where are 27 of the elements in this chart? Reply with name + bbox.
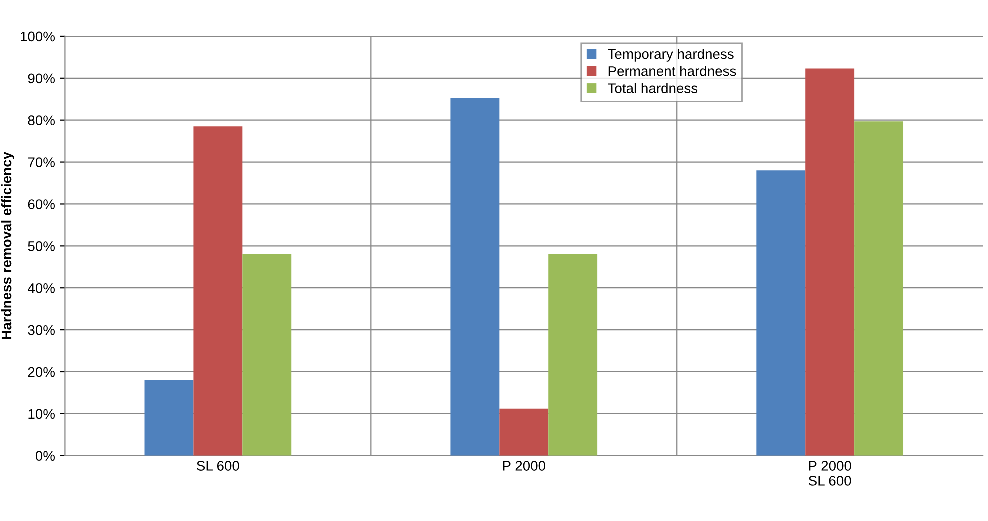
- x-tick-label: SL 600: [197, 461, 240, 471]
- y-tick-label: 80%: [28, 116, 55, 126]
- legend-label: Permanent hardness: [608, 66, 736, 76]
- bar: [806, 68, 855, 456]
- y-tick-label: 70%: [28, 158, 55, 168]
- legend-label: Temporary hardness: [608, 48, 734, 62]
- y-tick-label: 30%: [28, 325, 55, 336]
- y-tick-label: 40%: [28, 283, 55, 294]
- y-tick-label: 0%: [36, 451, 55, 462]
- bar: [548, 254, 598, 456]
- bar: [500, 408, 549, 456]
- y-tick-label: 100%: [21, 32, 55, 42]
- bar: [756, 170, 806, 456]
- bar: [144, 380, 194, 456]
- x-tick-label: P 2000 SL 600: [808, 461, 852, 486]
- y-axis-title: Hardness removal efficiency: [1, 152, 14, 340]
- bar: [450, 98, 500, 456]
- legend-label: Total hardness: [608, 83, 698, 94]
- y-tick-label: 20%: [28, 367, 55, 378]
- bar: [194, 126, 243, 456]
- x-tick-label: P 2000: [503, 461, 546, 471]
- bar: [854, 122, 904, 456]
- bar: [242, 254, 292, 456]
- y-tick-label: 90%: [28, 74, 55, 84]
- y-tick-label: 10%: [28, 409, 55, 420]
- y-tick-label: 60%: [28, 200, 55, 210]
- y-tick-label: 50%: [28, 242, 55, 252]
